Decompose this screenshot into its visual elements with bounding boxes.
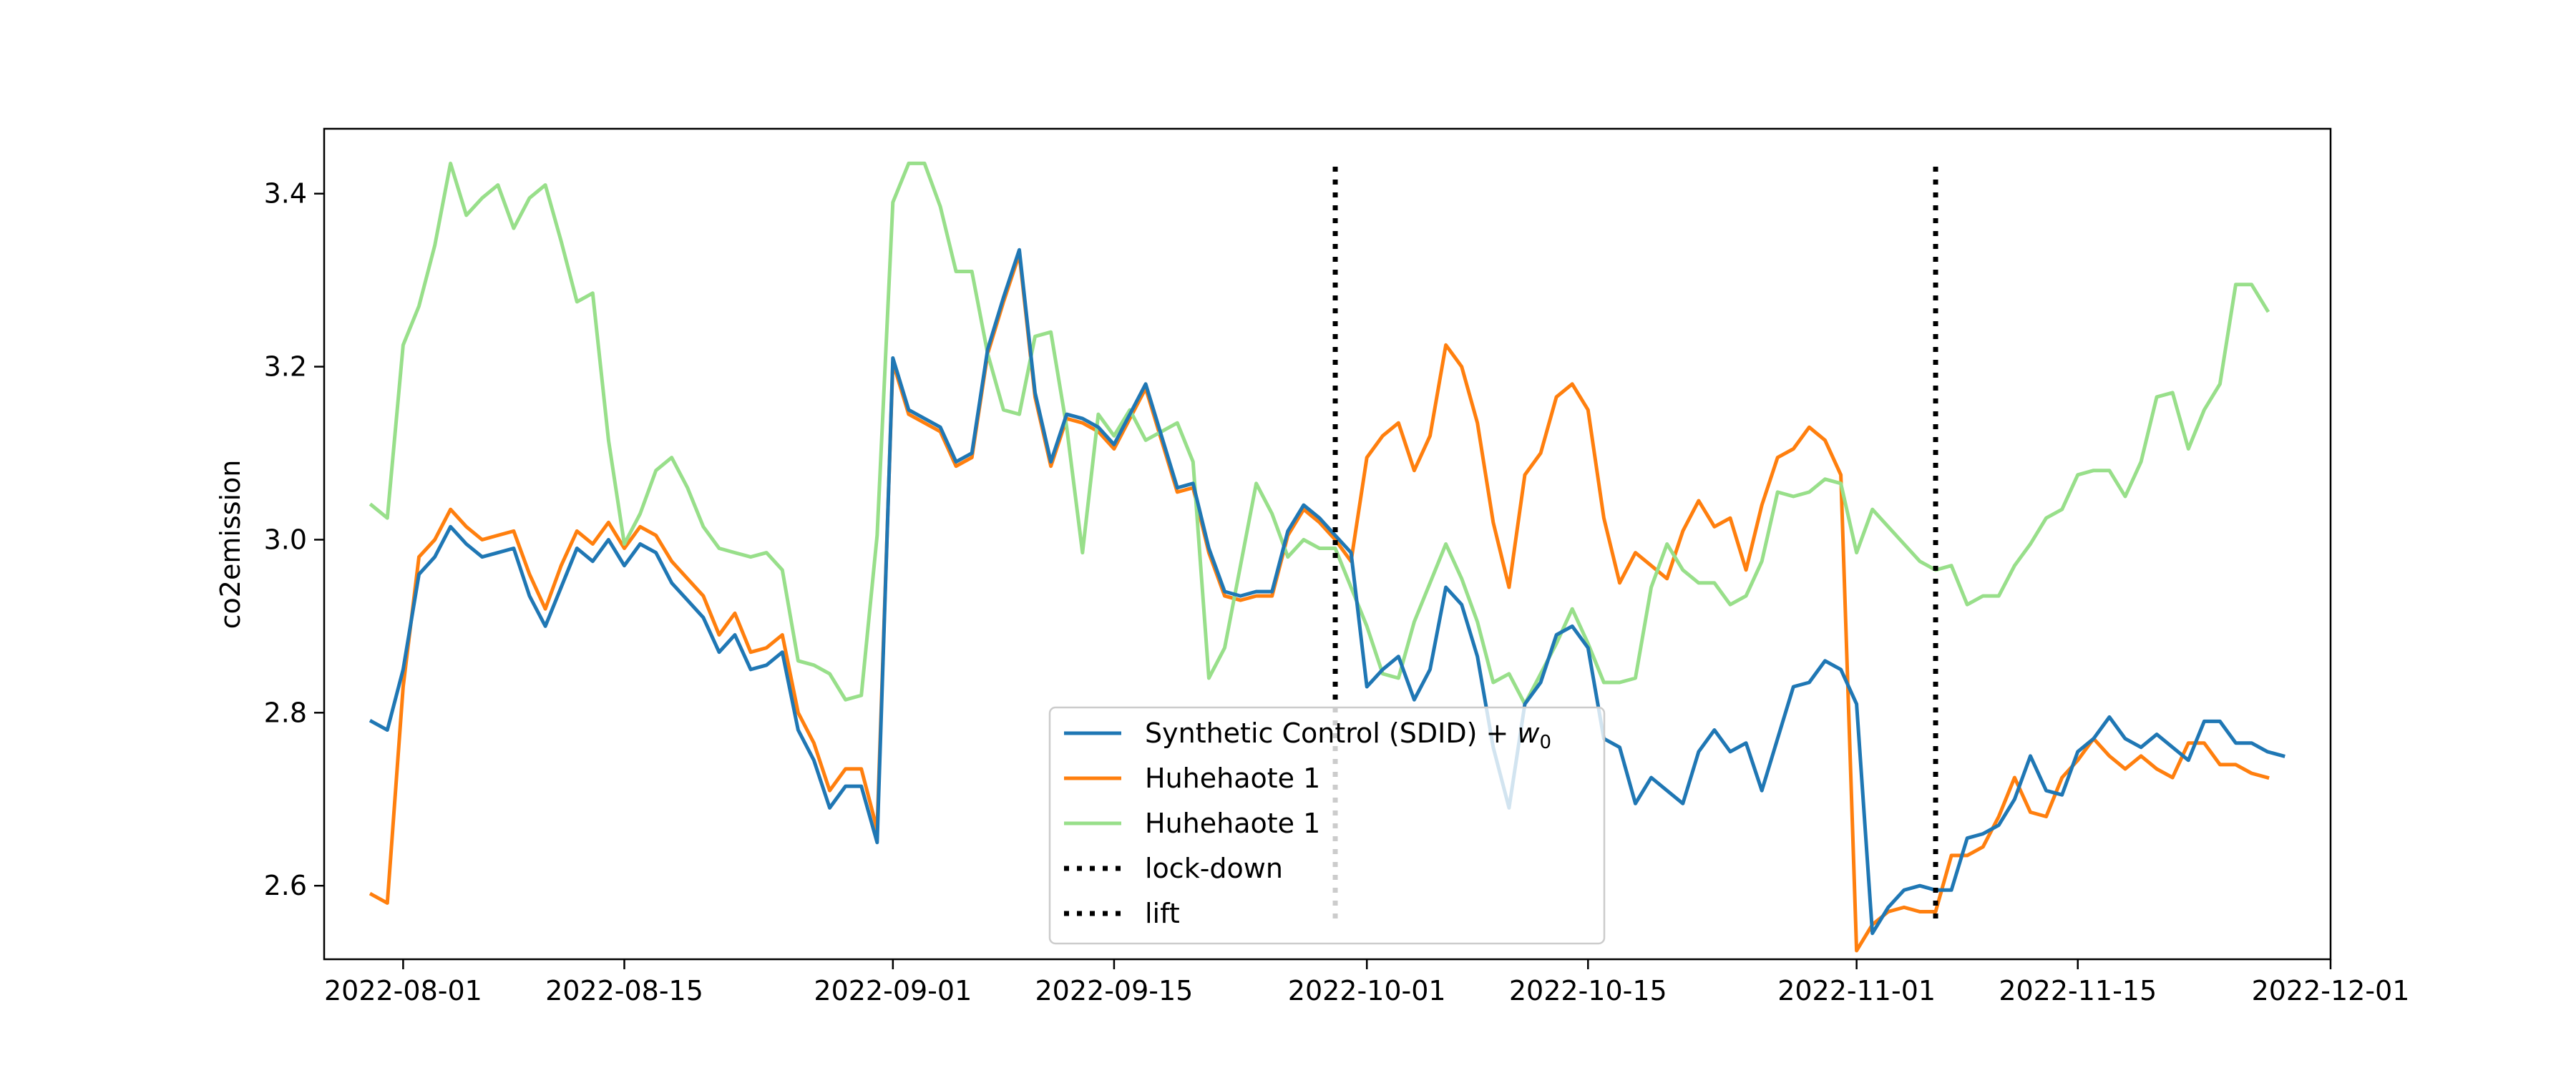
y-tick-label: 2.8 bbox=[264, 697, 307, 728]
y-tick-label: 3.4 bbox=[264, 178, 307, 210]
legend-box bbox=[1048, 706, 1606, 945]
y-axis: 2.6 2.8 3.0 3.2 3.4 bbox=[264, 178, 324, 901]
x-tick-label: 2022-11-15 bbox=[1999, 975, 2157, 1006]
x-tick-label: 2022-12-01 bbox=[2252, 975, 2410, 1006]
y-tick-label: 2.6 bbox=[264, 870, 307, 901]
vertical-lines-layer bbox=[1332, 167, 1938, 923]
series-line-2 bbox=[369, 252, 2270, 953]
x-tick-label: 2022-10-01 bbox=[1288, 975, 1446, 1006]
x-tick-label: 2022-11-01 bbox=[1777, 975, 1936, 1006]
series-line-1 bbox=[369, 248, 2285, 936]
legend-label: Huhehaote 1 bbox=[1145, 763, 1320, 794]
legend-label: Huhehaote 1 bbox=[1145, 808, 1320, 839]
y-tick-label: 3.2 bbox=[264, 351, 307, 383]
y-axis-label: co2emission bbox=[215, 460, 246, 629]
legend-label: Synthetic Control (SDID) + w0 bbox=[1145, 717, 1551, 753]
plot-lines-layer bbox=[369, 161, 2285, 953]
x-tick-label: 2022-08-15 bbox=[545, 975, 703, 1006]
series-line-3 bbox=[369, 161, 2270, 706]
legend-label: lock-down bbox=[1145, 853, 1283, 884]
x-tick-label: 2022-09-15 bbox=[1035, 975, 1194, 1006]
x-tick-label: 2022-08-01 bbox=[324, 975, 482, 1006]
x-tick-label: 2022-10-15 bbox=[1509, 975, 1667, 1006]
x-tick-label: 2022-09-01 bbox=[814, 975, 972, 1006]
legend-label: lift bbox=[1145, 898, 1180, 929]
x-axis: 2022-08-01 2022-08-15 2022-09-01 2022-09-15… bbox=[324, 959, 2409, 1006]
y-tick-label: 3.0 bbox=[264, 524, 307, 555]
plot-frame bbox=[323, 127, 2332, 961]
legend: Synthetic Control (SDID) + w0 Huhehaote 1… bbox=[1048, 706, 1606, 945]
